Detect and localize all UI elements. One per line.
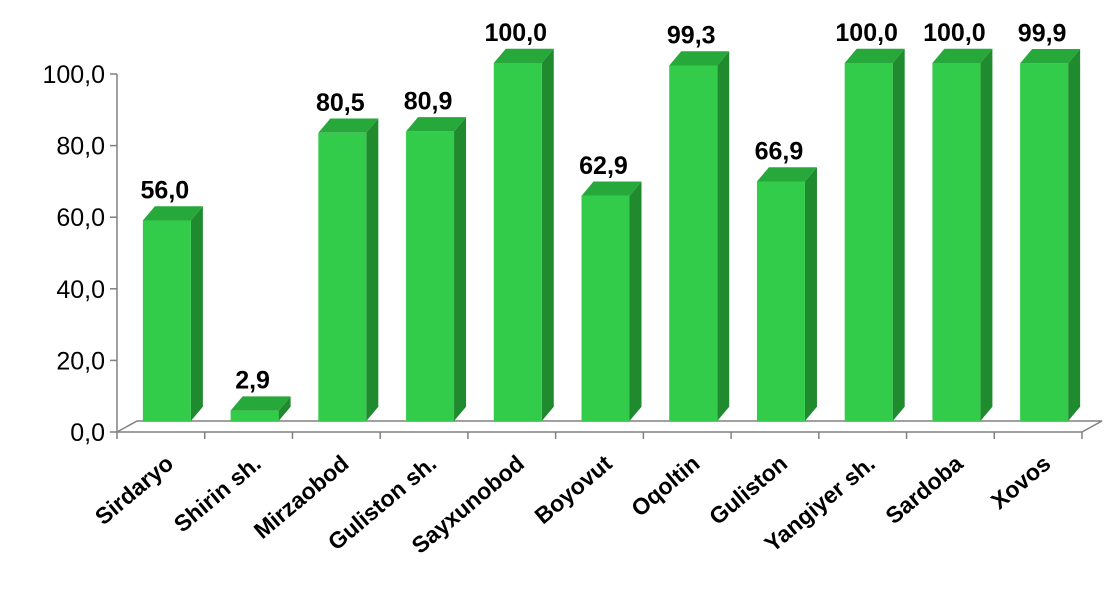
bar-top — [669, 51, 730, 66]
bar-side — [804, 167, 817, 421]
bar-top — [318, 118, 379, 133]
data-label: 99,3 — [667, 22, 716, 50]
bar-front — [230, 410, 279, 421]
bar-front — [844, 63, 893, 421]
y-tick-label: 0,0 — [70, 419, 105, 447]
x-tick-label: Xovos — [986, 450, 1056, 514]
floor-outline — [116, 420, 1103, 433]
data-labels: 56,0 2,9 80,5 80,9 100,0 62,9 99,3 66,9 100,0 100… — [141, 19, 1067, 395]
bar-front — [142, 220, 191, 421]
bar-side — [278, 396, 291, 421]
bar-top — [932, 48, 993, 63]
bar-top — [844, 48, 905, 63]
y-tick-label: 20,0 — [56, 347, 105, 375]
bar-front — [318, 132, 367, 421]
bar — [1020, 49, 1081, 422]
bar-side — [629, 181, 642, 421]
y-tick-label: 40,0 — [56, 276, 105, 304]
bar-side — [892, 48, 905, 421]
bar-front — [581, 195, 630, 421]
data-label: 2,9 — [235, 367, 270, 395]
data-label: 56,0 — [141, 177, 190, 205]
bar — [669, 51, 730, 422]
data-label: 100,0 — [835, 19, 898, 47]
data-label: 100,0 — [923, 19, 986, 47]
bar-front — [406, 131, 455, 422]
bar-top — [493, 48, 554, 63]
bar-top — [1020, 49, 1081, 64]
data-label: 66,9 — [755, 137, 804, 165]
bar-front — [1020, 63, 1069, 421]
y-tick-label: 60,0 — [56, 204, 105, 232]
data-label: 100,0 — [484, 19, 547, 47]
bar — [581, 181, 642, 421]
bar-side — [454, 117, 467, 421]
y-axis-ticks: 0,0 20,0 40,0 60,0 80,0 100,0 — [42, 61, 117, 447]
bar-front — [669, 65, 718, 422]
data-label: 80,5 — [316, 89, 365, 117]
data-label: 80,9 — [404, 87, 453, 115]
bar-top — [406, 117, 467, 132]
y-tick-label: 80,0 — [56, 133, 105, 161]
bar — [318, 118, 379, 421]
bar-side — [366, 118, 379, 421]
x-tick-label: Boyovut — [530, 450, 617, 529]
bar — [756, 167, 817, 421]
data-label: 62,9 — [579, 152, 628, 180]
bar-side — [190, 206, 203, 421]
bar-top — [230, 396, 291, 411]
bar — [230, 396, 291, 421]
bar-top — [756, 167, 817, 182]
bar — [493, 48, 554, 421]
bar-side — [717, 51, 730, 422]
bar — [932, 48, 993, 421]
bar-front — [932, 63, 981, 421]
x-tick-label: Oqoltin — [626, 450, 704, 522]
bar — [406, 117, 467, 422]
data-label: 99,9 — [1018, 19, 1067, 47]
x-tick-label: Sirdaryo — [90, 450, 178, 530]
bar-side — [1068, 49, 1081, 422]
y-tick-label: 100,0 — [42, 61, 105, 89]
bar — [142, 206, 203, 421]
x-tick-label: Sardoba — [880, 450, 967, 529]
bar-top — [142, 206, 203, 221]
bar-side — [980, 48, 993, 421]
bar-front — [756, 181, 805, 421]
bar-side — [541, 48, 554, 421]
bar-top — [581, 181, 642, 196]
x-tick-label: Guliston — [704, 450, 792, 530]
bars — [142, 48, 1081, 422]
bar — [844, 48, 905, 421]
bar-front — [493, 63, 542, 421]
